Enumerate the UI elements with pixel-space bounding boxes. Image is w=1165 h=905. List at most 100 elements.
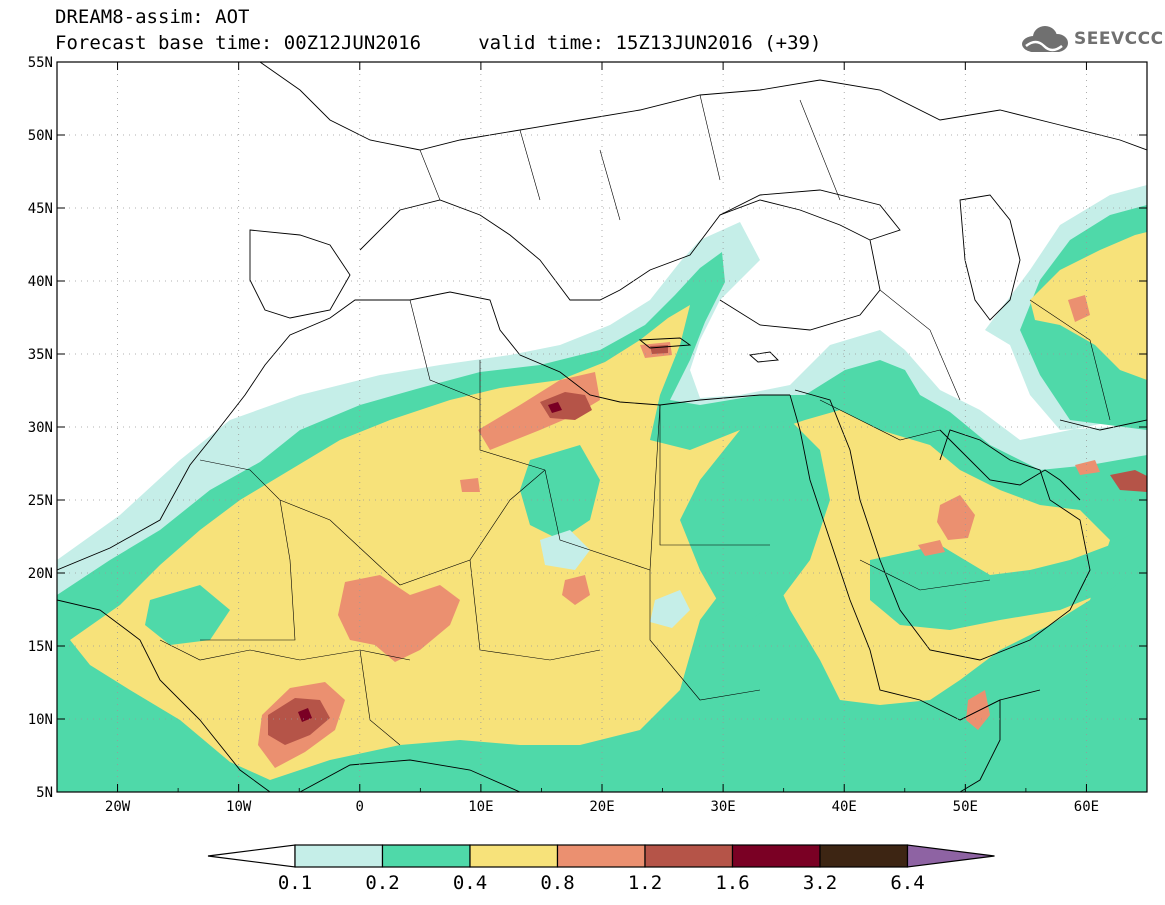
- aot-band-1.6-3.2: [298, 708, 312, 722]
- coastline-north-europe: [259, 62, 1147, 151]
- aot-band-1.6-3.2: [548, 402, 562, 413]
- coastline-gulf-guinea: [299, 759, 521, 792]
- lat-label: 55N: [28, 55, 53, 71]
- border-line: [819, 399, 941, 441]
- border-line: [359, 649, 401, 746]
- legend-swatch: [731, 844, 821, 868]
- coastline-somalia: [959, 699, 1001, 792]
- legend-swatch: [381, 844, 471, 868]
- coastline-black-sea: [719, 189, 901, 241]
- lat-label: 20N: [28, 566, 53, 582]
- lon-label: 60E: [1074, 799, 1099, 815]
- lon-label: 30E: [710, 799, 735, 815]
- coastlines: [57, 62, 1147, 792]
- lon-label: 40E: [832, 799, 857, 815]
- lat-label: 40N: [28, 274, 53, 290]
- aot-band-0.8-1.2: [460, 478, 480, 492]
- legend-level-label: 0.1: [278, 872, 312, 894]
- lon-label: 0: [356, 799, 364, 815]
- border-line: [649, 570, 761, 701]
- aot-band-0.8-1.2: [1068, 295, 1090, 322]
- aot-band-1.2-1.6: [1110, 470, 1147, 492]
- lon-label: 10W: [226, 799, 252, 815]
- legend-arrow-high: [906, 844, 995, 868]
- axis-labels: 55N 50N 45N 40N 35N 30N 25N 20N 15N 10N 5N 20W 10W 0 1…: [28, 55, 1099, 815]
- border-line: [419, 149, 441, 201]
- lat-label: 5N: [36, 785, 53, 801]
- aot-green-intrusion: [145, 585, 230, 645]
- aot-band-1.2-1.6: [540, 392, 592, 420]
- border-line: [279, 469, 546, 586]
- lat-label: 50N: [28, 128, 53, 144]
- lon-label: 50E: [953, 799, 978, 815]
- lon-label: 20W: [105, 799, 131, 815]
- legend-level-label: 0.8: [540, 872, 574, 894]
- legend-swatch: [819, 844, 909, 868]
- logo: SEEVCCC: [1018, 24, 1164, 54]
- border-line: [799, 99, 841, 201]
- border-line: [479, 360, 546, 471]
- aot-cyan-patch: [650, 590, 690, 628]
- legend-level-label: 1.2: [628, 872, 662, 894]
- aot-band-0.8-1.2: [562, 575, 590, 605]
- border-line: [699, 94, 721, 181]
- cloud-icon: [1022, 26, 1068, 52]
- coastline-arabian-sea: [1059, 419, 1147, 431]
- coastline-persian-gulf: [939, 429, 1081, 501]
- forecast-times: Forecast base time: 00Z12JUN2016 valid t…: [55, 32, 822, 54]
- border-line: [659, 405, 770, 546]
- border-line: [859, 559, 991, 591]
- border-line: [1029, 299, 1111, 421]
- lat-label: 15N: [28, 639, 53, 655]
- logo-text: SEEVCCC: [1074, 29, 1164, 49]
- coastline-crete: [638, 337, 692, 349]
- country-borders: [159, 94, 1111, 746]
- lat-label: 45N: [28, 201, 53, 217]
- border-line: [409, 299, 481, 401]
- border-line: [519, 129, 541, 201]
- border-line: [159, 639, 411, 661]
- aot-cyan-patch: [540, 530, 590, 570]
- aot-band-1.2-1.6: [650, 345, 668, 354]
- coastline-africa-north: [57, 291, 790, 571]
- coastline-caspian: [959, 194, 1021, 321]
- legend-swatch: [294, 844, 384, 868]
- border-line: [544, 404, 661, 571]
- aot-band-0.8-1.2: [1075, 460, 1100, 475]
- border-line: [469, 559, 601, 661]
- aot-band-0.4-0.8: [70, 305, 1110, 780]
- legend-arrow-low: [207, 844, 296, 868]
- aot-band-0.8-1.2: [966, 690, 990, 730]
- legend-swatch: [644, 844, 734, 868]
- lat-label: 30N: [28, 420, 53, 436]
- axis-ticks: [56, 61, 1148, 793]
- aot-band-0.8-1.2: [478, 372, 600, 450]
- lat-label: 25N: [28, 493, 53, 509]
- border-line: [599, 149, 621, 221]
- coastline-cyprus: [748, 351, 779, 363]
- legend-level-label: 6.4: [890, 872, 924, 894]
- lon-label: 20E: [589, 799, 614, 815]
- lon-label: 10E: [468, 799, 493, 815]
- legend-level-label: 1.6: [715, 872, 749, 894]
- border-line: [879, 289, 961, 401]
- legend-level-label: 0.4: [453, 872, 487, 894]
- legend-level-label: 3.2: [803, 872, 837, 894]
- coastline-africa-west: [57, 599, 271, 792]
- legend-swatch: [556, 844, 646, 868]
- aot-band-1.2-1.6: [268, 698, 330, 745]
- aot-green-intrusion: [680, 420, 830, 620]
- lat-label: 35N: [28, 347, 53, 363]
- coastline-europe: [359, 199, 881, 331]
- coastline-iberia: [249, 229, 351, 319]
- coastline-red-sea-east: [794, 389, 1091, 661]
- color-legend: 0.1 0.2 0.4 0.8 1.2 1.6 3.2 6.4: [207, 844, 995, 894]
- border-line: [199, 459, 296, 641]
- aot-green-intrusion: [870, 530, 1147, 630]
- map-title: DREAM8-assim: AOT: [55, 6, 250, 28]
- lat-label: 10N: [28, 712, 53, 728]
- aot-band-0.8-1.2: [918, 540, 945, 556]
- legend-level-label: 0.2: [365, 872, 399, 894]
- aot-band-0.4-0.8-east: [1030, 232, 1147, 380]
